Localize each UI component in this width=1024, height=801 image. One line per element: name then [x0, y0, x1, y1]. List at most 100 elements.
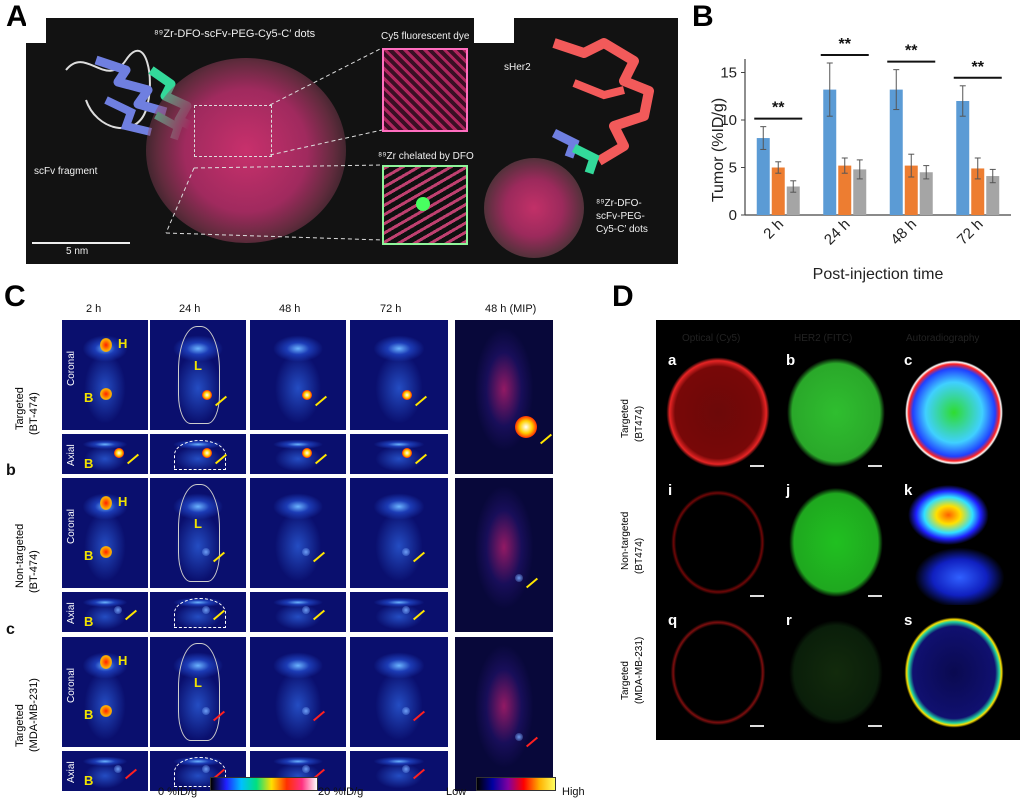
bar	[771, 167, 785, 215]
bladder-marker: B	[84, 614, 94, 629]
bladder-hotspot	[100, 705, 112, 717]
liver-marker: L	[194, 675, 202, 690]
histology-image: k	[898, 480, 1010, 605]
tumor-hotspot	[202, 707, 210, 715]
axial-pet-image: Axial B	[62, 434, 148, 474]
tumor-hotspot	[402, 448, 412, 458]
histology-image: j	[780, 480, 892, 605]
bladder-marker: B	[84, 456, 94, 471]
bar	[786, 186, 800, 215]
scale1-left-label: 0 %ID/g	[158, 786, 198, 798]
bladder-hotspot	[100, 388, 112, 400]
complex-nanoparticle	[484, 158, 584, 258]
panel-d-row-sublabel: (BT474)	[634, 537, 645, 574]
x-tick-label: 2 h	[760, 216, 787, 243]
tumor-hotspot	[302, 606, 310, 614]
bar	[919, 172, 933, 215]
histology-letter: c	[904, 352, 913, 369]
bladder-marker: B	[84, 548, 94, 563]
tumor-uptake-bar-chart: Tumor (%ID/g) Post-injection time 0 5 10 15…	[710, 36, 1011, 283]
mouse-outline	[178, 643, 220, 741]
callout-box	[194, 105, 272, 157]
notch	[26, 18, 46, 43]
complex-label-3: Cy5-C′ dots	[596, 224, 648, 235]
tumor-arrow	[539, 433, 553, 445]
panel-c-column-header: 24 h	[179, 303, 201, 315]
x-axis-label: Post-injection time	[813, 266, 944, 283]
heart-marker: H	[118, 336, 128, 351]
coronal-label: Coronal	[66, 350, 77, 386]
tumor-hotspot	[202, 548, 210, 556]
panel-letter-d: D	[612, 280, 634, 313]
notch-right	[474, 18, 514, 43]
tumor-arrow	[412, 609, 426, 621]
histology-letter: r	[786, 612, 792, 629]
significance-label: **	[772, 100, 785, 117]
panel-a-title: ⁸⁹Zr-DFO-scFv-PEG-Cy5-C′ dots	[154, 28, 316, 40]
coronal-pet-image	[250, 478, 346, 588]
coronal-pet-image: Coronal H B	[62, 478, 148, 588]
heart-hotspot	[100, 496, 112, 510]
scale1-right-label: 20 %ID/g	[318, 786, 364, 798]
tumor-hotspot	[302, 390, 312, 400]
mip-image	[455, 637, 553, 791]
tumor-hotspot	[114, 606, 122, 614]
axial-pet-image	[250, 592, 346, 632]
panel-a-structure-right: sHer2 ⁸⁹Zr-DFO- scFv-PEG- Cy5-C′ dots	[474, 18, 678, 264]
sher2-label: sHer2	[504, 62, 531, 73]
tumor-arrow	[525, 736, 539, 748]
panel-c-column-header: 72 h	[380, 303, 402, 315]
tumor-arrow	[525, 577, 539, 589]
panel-c-pet-images: 2 h 24 h 48 h 72 h 48 h (MIP) Targeted (BT-474…	[0, 295, 612, 801]
tumor-arrow	[314, 395, 328, 407]
panel-d-row-sublabel: (BT474)	[634, 405, 645, 442]
tumor-arrow	[124, 768, 138, 780]
mip-image	[455, 320, 553, 474]
bar	[904, 165, 918, 215]
scale-bar	[750, 595, 764, 597]
axial-pet-image	[150, 434, 246, 474]
y-tick-label: 0	[729, 207, 737, 224]
significance-label: **	[905, 43, 918, 60]
inset-zr-label: ⁸⁹Zr chelated by DFO	[378, 151, 474, 162]
tumor-arrow	[312, 551, 326, 563]
liver-marker: L	[194, 358, 202, 373]
liver-marker: L	[194, 516, 202, 531]
heart-hotspot	[100, 338, 112, 352]
bar	[971, 168, 985, 215]
scale-bar	[868, 725, 882, 727]
axial-pet-image	[150, 592, 246, 632]
tumor-hotspot	[302, 707, 310, 715]
tumor-arrow	[312, 609, 326, 621]
panel-c-group-sublabel: (MDA-MB-231)	[28, 678, 40, 752]
histology-image: i	[662, 480, 774, 605]
axial-pet-image	[350, 592, 448, 632]
tumor-hotspot	[515, 574, 523, 582]
tumor-arrow	[412, 768, 426, 780]
panel-c-group-label: Targeted	[14, 704, 26, 747]
panel-d-column-header: Optical (Cy5)	[682, 333, 741, 344]
tumor-arrow	[126, 453, 140, 465]
coronal-pet-image: Coronal H B	[62, 320, 148, 430]
panel-c-group-sublabel: (BT-474)	[28, 392, 40, 435]
scale-bar	[868, 595, 882, 597]
complex-label-2: scFv-PEG-	[596, 211, 645, 222]
histology-letter: j	[786, 482, 791, 499]
axial-label: Axial	[66, 761, 77, 783]
y-tick-label: 10	[720, 112, 737, 129]
histology-letter: a	[668, 352, 677, 369]
tumor-arrow	[124, 609, 138, 621]
x-tick-label: 48 h	[887, 216, 920, 249]
axial-label: Axial	[66, 444, 77, 466]
significance-label: **	[972, 59, 985, 76]
panel-d-row-label: Non-targeted	[620, 511, 631, 570]
histology-letter: q	[668, 612, 678, 629]
coronal-pet-image: L	[150, 320, 246, 430]
axial-outline	[174, 757, 226, 787]
panel-letter-c: C	[4, 280, 26, 313]
coronal-label: Coronal	[66, 667, 77, 703]
tumor-hotspot	[202, 606, 210, 614]
axial-pet-image	[350, 434, 448, 474]
panel-c-column-header: 48 h (MIP)	[485, 303, 537, 315]
tumor-hotspot	[302, 548, 310, 556]
